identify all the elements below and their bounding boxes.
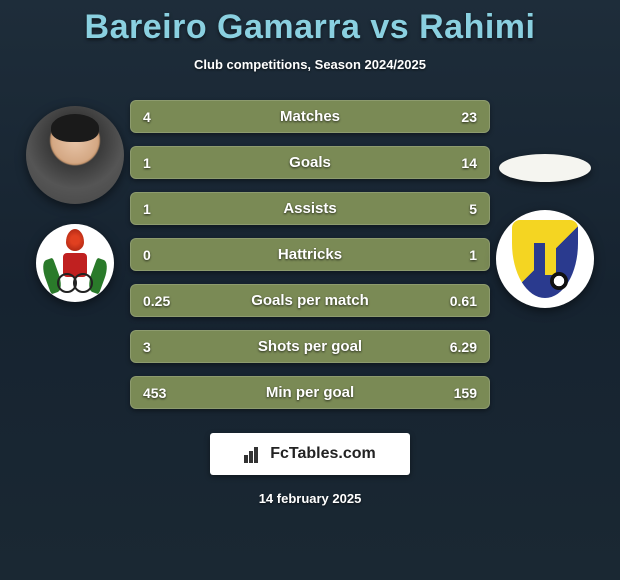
stat-label: Matches bbox=[280, 108, 340, 125]
stat-left-value: 1 bbox=[143, 201, 151, 217]
stat-label: Goals bbox=[289, 154, 331, 171]
stat-left-value: 0 bbox=[143, 247, 151, 263]
page-subtitle: Club competitions, Season 2024/2025 bbox=[0, 57, 620, 72]
stat-left-value: 453 bbox=[143, 385, 166, 401]
stat-right-value: 6.29 bbox=[450, 339, 477, 355]
chart-icon bbox=[244, 445, 262, 463]
stat-row-assists: 1 Assists 5 bbox=[130, 192, 490, 225]
stat-right-value: 23 bbox=[461, 109, 477, 125]
stat-right-value: 14 bbox=[461, 155, 477, 171]
left-player-avatar bbox=[26, 106, 124, 204]
stat-left-value: 4 bbox=[143, 109, 151, 125]
stat-row-hattricks: 0 Hattricks 1 bbox=[130, 238, 490, 271]
stat-right-value: 5 bbox=[469, 201, 477, 217]
stat-row-goals-per-match: 0.25 Goals per match 0.61 bbox=[130, 284, 490, 317]
right-top-ellipse bbox=[499, 154, 591, 182]
stat-label: Hattricks bbox=[278, 246, 342, 263]
stat-bars: 4 Matches 23 1 Goals 14 1 Assists 5 0 Ha… bbox=[130, 100, 490, 409]
right-club-badge-art bbox=[512, 220, 578, 298]
stat-row-matches: 4 Matches 23 bbox=[130, 100, 490, 133]
footer-date: 14 february 2025 bbox=[0, 491, 620, 506]
stat-right-value: 0.61 bbox=[450, 293, 477, 309]
stat-left-value: 0.25 bbox=[143, 293, 170, 309]
stat-right-value: 1 bbox=[469, 247, 477, 263]
stat-label: Shots per goal bbox=[258, 338, 362, 355]
stat-left-value: 3 bbox=[143, 339, 151, 355]
stat-row-shots-per-goal: 3 Shots per goal 6.29 bbox=[130, 330, 490, 363]
right-club-badge bbox=[496, 210, 594, 308]
stats-area: 4 Matches 23 1 Goals 14 1 Assists 5 0 Ha… bbox=[0, 100, 620, 409]
stat-label: Min per goal bbox=[266, 384, 354, 401]
right-player-column bbox=[490, 100, 600, 308]
left-club-badge-art bbox=[47, 231, 103, 295]
stat-right-value: 159 bbox=[454, 385, 477, 401]
stat-label: Assists bbox=[283, 200, 336, 217]
stat-left-value: 1 bbox=[143, 155, 151, 171]
stat-row-goals: 1 Goals 14 bbox=[130, 146, 490, 179]
stat-label: Goals per match bbox=[251, 292, 369, 309]
brand-box[interactable]: FcTables.com bbox=[210, 433, 410, 475]
left-player-column bbox=[20, 100, 130, 302]
page-title: Bareiro Gamarra vs Rahimi bbox=[0, 0, 620, 47]
brand-label: FcTables.com bbox=[270, 445, 376, 463]
left-club-badge bbox=[36, 224, 114, 302]
stat-row-min-per-goal: 453 Min per goal 159 bbox=[130, 376, 490, 409]
